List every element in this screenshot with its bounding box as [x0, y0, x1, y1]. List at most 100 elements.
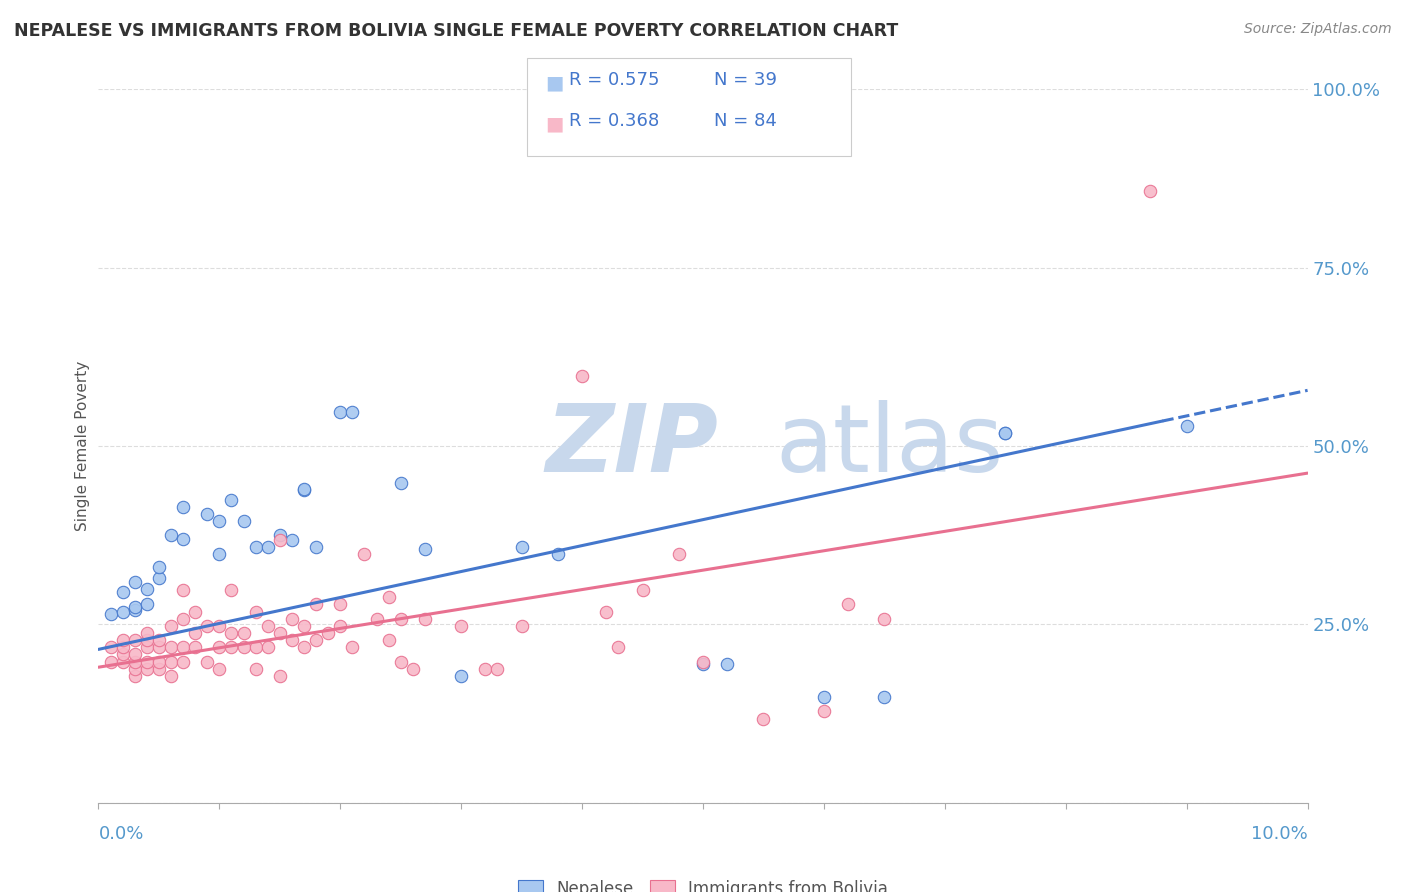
Point	[450, 619, 472, 633]
Point	[245, 541, 267, 555]
Point	[195, 655, 218, 669]
Point	[329, 598, 352, 612]
Point	[111, 648, 134, 662]
Point	[595, 605, 617, 619]
Point	[148, 655, 170, 669]
Point	[631, 583, 654, 598]
Point	[232, 626, 254, 640]
Point	[160, 640, 183, 655]
Point	[100, 640, 122, 655]
Point	[353, 548, 375, 562]
Legend: Nepalese, Immigrants from Bolivia: Nepalese, Immigrants from Bolivia	[512, 873, 894, 892]
Point	[124, 599, 146, 614]
Point	[813, 705, 835, 719]
Point	[692, 655, 714, 669]
Point	[221, 583, 243, 598]
Point	[124, 655, 146, 669]
Point	[232, 640, 254, 655]
Point	[195, 619, 218, 633]
Point	[160, 528, 183, 542]
Point	[135, 655, 157, 669]
Point	[160, 655, 183, 669]
Point	[148, 571, 170, 585]
Point	[232, 514, 254, 528]
Point	[245, 662, 267, 676]
Point	[316, 626, 339, 640]
Text: R = 0.575: R = 0.575	[569, 71, 659, 89]
Point	[607, 640, 630, 655]
Point	[305, 633, 328, 648]
Point	[111, 640, 134, 655]
Point	[221, 640, 243, 655]
Point	[135, 640, 157, 655]
Point	[1139, 184, 1161, 198]
Point	[692, 657, 714, 671]
Point	[124, 633, 146, 648]
Point	[208, 640, 231, 655]
Point	[269, 669, 291, 683]
Point	[256, 619, 278, 633]
Point	[172, 583, 194, 598]
Point	[402, 662, 425, 676]
Point	[269, 626, 291, 640]
Text: ■: ■	[546, 73, 564, 92]
Point	[208, 662, 231, 676]
Point	[873, 612, 896, 626]
Point	[305, 598, 328, 612]
Point	[111, 605, 134, 619]
Point	[510, 619, 533, 633]
Point	[292, 619, 315, 633]
Point	[135, 598, 157, 612]
Point	[100, 655, 122, 669]
Point	[389, 476, 412, 491]
Text: Source: ZipAtlas.com: Source: ZipAtlas.com	[1244, 22, 1392, 37]
Point	[329, 619, 352, 633]
Point	[366, 612, 388, 626]
Point	[208, 548, 231, 562]
Point	[281, 533, 304, 548]
Point	[342, 405, 364, 419]
Point	[571, 369, 593, 384]
Y-axis label: Single Female Poverty: Single Female Poverty	[75, 361, 90, 531]
Point	[111, 585, 134, 599]
Point	[124, 648, 146, 662]
Point	[269, 533, 291, 548]
Point	[148, 633, 170, 648]
Point	[208, 619, 231, 633]
Text: N = 84: N = 84	[714, 112, 778, 130]
Point	[752, 712, 775, 726]
Point	[413, 542, 436, 557]
Point	[510, 541, 533, 555]
Point	[160, 669, 183, 683]
Point	[172, 612, 194, 626]
Point	[281, 612, 304, 626]
Point	[184, 626, 207, 640]
Point	[245, 605, 267, 619]
Point	[135, 626, 157, 640]
Point	[124, 662, 146, 676]
Point	[148, 640, 170, 655]
Point	[1175, 419, 1198, 434]
Point	[172, 500, 194, 514]
Text: 0.0%: 0.0%	[98, 825, 143, 843]
Text: N = 39: N = 39	[714, 71, 778, 89]
Point	[160, 619, 183, 633]
Point	[184, 605, 207, 619]
Point	[994, 426, 1017, 441]
Point	[135, 582, 157, 596]
Point	[135, 662, 157, 676]
Text: ■: ■	[546, 114, 564, 133]
Point	[208, 514, 231, 528]
Point	[486, 662, 509, 676]
Text: R = 0.368: R = 0.368	[569, 112, 659, 130]
Point	[111, 655, 134, 669]
Point	[148, 560, 170, 574]
Point	[221, 626, 243, 640]
Text: ZIP: ZIP	[546, 400, 718, 492]
Point	[184, 640, 207, 655]
Point	[329, 405, 352, 419]
Point	[148, 662, 170, 676]
Point	[873, 690, 896, 705]
Point	[172, 640, 194, 655]
Point	[342, 640, 364, 655]
